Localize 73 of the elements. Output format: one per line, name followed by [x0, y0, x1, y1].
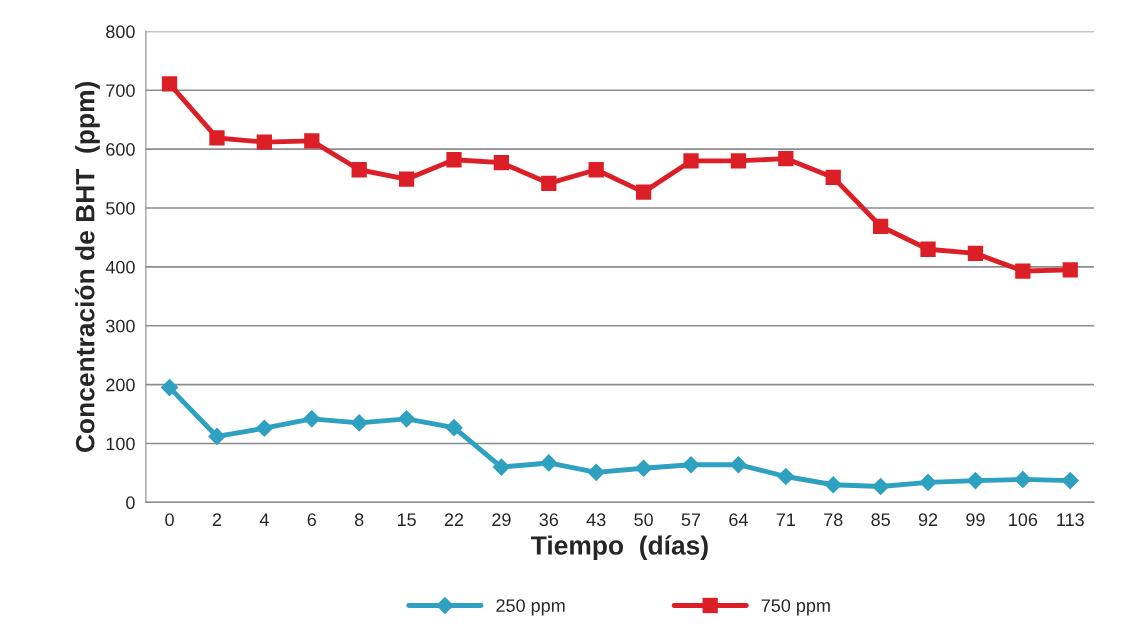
x-tick-label: 8: [354, 513, 364, 527]
point: [966, 471, 985, 490]
point: [588, 162, 604, 178]
x-tick-label: 36: [539, 513, 559, 527]
point: [1015, 263, 1031, 279]
y-axis-title: Concentración de BHT (ppm): [74, 82, 100, 452]
point: [1014, 470, 1032, 489]
point: [304, 133, 320, 149]
point: [920, 241, 936, 257]
y-tick-label: 300: [106, 319, 135, 333]
point: [492, 458, 511, 476]
y-tick-label: 100: [106, 437, 135, 451]
legend-label: 750 ppm: [761, 599, 830, 616]
x-axis-title: Tiempo (días): [531, 535, 708, 561]
point: [209, 130, 225, 146]
point: [350, 414, 369, 432]
point: [871, 477, 890, 496]
x-tick-label: 2: [212, 513, 222, 526]
x-tick-label: 43: [586, 513, 606, 527]
point: [446, 152, 462, 168]
point: [825, 169, 841, 186]
x-tick-label: 29: [492, 513, 511, 527]
y-tick-label: 400: [105, 260, 135, 274]
y-tick-label: 200: [106, 378, 135, 392]
x-tick-label: 15: [397, 513, 416, 527]
x-tick-label: 92: [918, 513, 938, 527]
point: [872, 218, 889, 234]
x-tick-label: 78: [824, 513, 843, 527]
legend-label: 250 ppm: [496, 599, 565, 616]
point: [351, 162, 367, 178]
y-tick-label: 500: [106, 201, 135, 215]
point: [445, 418, 463, 437]
x-tick-label: 113: [1057, 513, 1084, 527]
point: [634, 459, 653, 478]
point: [682, 455, 700, 474]
point: [493, 155, 510, 171]
point: [778, 150, 794, 167]
point: [776, 467, 795, 486]
point: [587, 463, 606, 482]
point: [208, 427, 226, 446]
point: [397, 409, 416, 428]
point: [160, 378, 179, 397]
x-tick-label: 6: [307, 513, 316, 527]
point: [824, 475, 843, 494]
x-tick-label: 22: [444, 513, 464, 526]
point: [161, 76, 178, 92]
x-tick-label: 50: [634, 513, 653, 527]
point: [398, 171, 415, 187]
point: [255, 419, 274, 438]
point: [635, 184, 652, 200]
point: [541, 175, 557, 191]
y-tick-label: 800: [106, 25, 135, 39]
point: [919, 473, 937, 492]
x-tick-label: 106: [1009, 513, 1038, 527]
point: [302, 409, 321, 428]
point: [539, 454, 558, 472]
x-tick-label: 85: [871, 513, 890, 527]
point: [683, 153, 699, 169]
point: [967, 245, 984, 261]
x-tick-label: 57: [681, 513, 701, 527]
x-tick-label: 64: [729, 513, 748, 527]
y-tick-label: 0: [126, 496, 135, 510]
x-tick-label: 99: [966, 513, 985, 527]
point: [256, 134, 273, 150]
y-tick-label: 600: [106, 143, 135, 156]
x-tick-label: 71: [776, 513, 795, 526]
point: [1062, 262, 1078, 278]
point: [729, 455, 748, 474]
point: [730, 153, 747, 169]
y-tick-label: 700: [106, 84, 135, 97]
x-tick-label: 0: [165, 513, 174, 527]
point: [1061, 471, 1080, 490]
x-tick-label: 4: [259, 513, 269, 526]
